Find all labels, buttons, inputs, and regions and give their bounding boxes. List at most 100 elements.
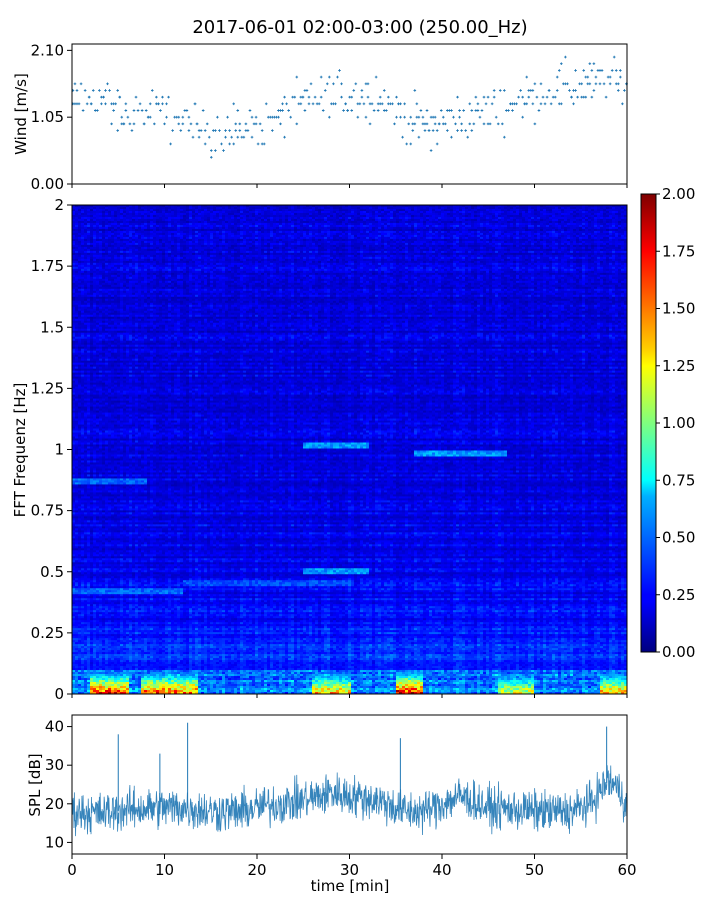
heatmap-cell: [549, 205, 553, 208]
heatmap-cell: [312, 208, 316, 212]
heatmap-cell: [456, 205, 460, 208]
heatmap-cell: [96, 210, 100, 214]
wind-point: [236, 109, 240, 112]
heatmap-cell: [183, 214, 187, 218]
wind-point: [417, 135, 421, 139]
wind-point: [468, 122, 472, 126]
heatmap-cell: [120, 208, 124, 212]
heatmap-cell: [156, 214, 160, 218]
heatmap-cell: [351, 210, 355, 214]
heatmap-cell: [231, 205, 235, 208]
heatmap-cell: [393, 210, 397, 214]
heatmap-cell: [288, 210, 292, 214]
heatmap-cell: [111, 210, 115, 214]
heatmap-cell: [600, 207, 604, 210]
wind-point: [338, 69, 341, 72]
heatmap-cell: [180, 210, 184, 214]
heatmap-cell: [267, 212, 271, 216]
heatmap-cell: [273, 212, 277, 216]
wind-point: [89, 102, 93, 106]
heatmap-cell: [537, 208, 541, 212]
heatmap-cell: [471, 208, 475, 212]
heatmap-cell: [432, 205, 436, 208]
heatmap-cell: [294, 214, 298, 218]
wind-point: [553, 95, 557, 99]
heatmap-cell: [489, 210, 493, 214]
heatmap-cell: [243, 205, 247, 208]
wind-point: [224, 135, 227, 139]
heatmap-cell: [444, 205, 448, 208]
heatmap-cell: [210, 208, 214, 212]
heatmap-cell: [369, 212, 373, 216]
heatmap-cell: [144, 210, 148, 214]
heatmap-cell: [225, 210, 229, 214]
heatmap-cell: [495, 212, 499, 216]
wind-point: [350, 95, 354, 99]
heatmap-cell: [237, 207, 241, 210]
heatmap-cell: [156, 212, 160, 216]
heatmap-cell: [429, 207, 433, 210]
heatmap-cell: [216, 205, 220, 208]
wind-point: [427, 129, 431, 132]
wind-point: [380, 102, 384, 106]
heatmap-cell: [480, 212, 484, 216]
wind-point: [323, 89, 327, 92]
heatmap-cell: [177, 214, 181, 218]
heatmap-cell: [387, 210, 391, 214]
wind-point: [340, 95, 343, 99]
heatmap-cell: [435, 205, 439, 208]
heatmap-cell: [333, 205, 337, 208]
heatmap-cell: [228, 210, 232, 214]
heatmap-cell: [285, 210, 289, 214]
heatmap-cell: [252, 205, 256, 208]
heatmap-cell: [195, 212, 199, 216]
heatmap-cell: [360, 207, 364, 210]
heatmap-cell: [522, 207, 526, 210]
wind-point: [281, 102, 284, 106]
wind-point: [216, 115, 219, 119]
heatmap-cell: [483, 212, 487, 216]
heatmap-cell: [423, 205, 427, 208]
heatmap-cell: [294, 205, 298, 208]
heatmap-cell: [519, 207, 523, 210]
heatmap-cell: [357, 214, 361, 218]
heatmap-cell: [612, 210, 616, 214]
wind-point: [360, 89, 364, 92]
heatmap-cell: [192, 205, 196, 208]
heatmap-cell: [372, 205, 376, 208]
heatmap-cell: [141, 210, 145, 214]
heatmap-cell: [372, 210, 376, 214]
heatmap-cell: [282, 214, 286, 218]
heatmap-cell: [219, 208, 223, 212]
heatmap-cell: [417, 205, 421, 208]
wind-point: [403, 115, 406, 119]
wind-point: [496, 122, 500, 126]
wind-point: [214, 129, 217, 132]
heatmap-cell: [321, 214, 325, 218]
heatmap-cell: [492, 205, 496, 208]
wind-point: [234, 122, 238, 126]
heatmap-cell: [606, 205, 610, 208]
heatmap-cell: [609, 208, 613, 212]
heatmap-cell: [291, 210, 295, 214]
wind-point: [541, 95, 545, 99]
heatmap-cell: [366, 214, 370, 218]
heatmap-cell: [516, 207, 520, 210]
heatmap-cell: [279, 212, 283, 216]
heatmap-cell: [276, 207, 280, 210]
heatmap-cell: [315, 207, 319, 210]
heatmap-cell: [117, 205, 121, 208]
heatmap-cell: [147, 212, 151, 216]
heatmap-cell: [552, 208, 556, 212]
heatmap-cell: [243, 212, 247, 216]
wind-point: [108, 89, 111, 92]
heatmap-cell: [531, 207, 535, 210]
heatmap-cell: [345, 210, 349, 214]
heatmap-cell: [342, 212, 346, 216]
heatmap-cell: [384, 205, 388, 208]
heatmap-cell: [93, 207, 97, 210]
heatmap-cell: [114, 212, 118, 216]
heatmap-cell: [144, 214, 148, 218]
wind-point: [210, 149, 213, 152]
heatmap-cell: [519, 212, 523, 216]
